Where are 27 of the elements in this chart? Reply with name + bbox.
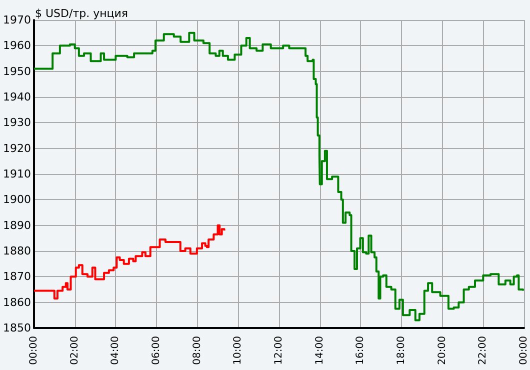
x-tick-label: 02:00 bbox=[69, 336, 80, 365]
y-tick-label: 1860 bbox=[3, 296, 31, 309]
x-tick-label: 08:00 bbox=[192, 336, 203, 365]
x-tick-label: 12:00 bbox=[274, 336, 284, 365]
y-tick-label: 1870 bbox=[3, 270, 31, 284]
x-tick-label: 06:00 bbox=[151, 336, 162, 365]
y-tick-label: 1960 bbox=[3, 39, 31, 52]
y-tick-label: 1900 bbox=[3, 193, 31, 206]
y-tick-label: 1950 bbox=[3, 64, 31, 78]
x-tick-label: 16:00 bbox=[355, 336, 366, 365]
x-tick-label: 18:00 bbox=[396, 336, 407, 365]
x-tick-label: 14:00 bbox=[314, 336, 326, 365]
y-tick-label: 1970 bbox=[3, 14, 31, 26]
x-tick-label: 00:00 bbox=[518, 336, 530, 365]
x-tick-label: 00:00 bbox=[28, 336, 40, 365]
y-tick-label: 1920 bbox=[3, 142, 31, 155]
x-tick-label: 20:00 bbox=[436, 336, 448, 365]
x-tick-label: 10:00 bbox=[232, 336, 244, 365]
x-tick-label: 22:00 bbox=[478, 336, 489, 365]
y-tick-label: 1930 bbox=[3, 116, 31, 130]
y-tick-label: 1910 bbox=[3, 168, 31, 180]
y-tick-label: 1880 bbox=[3, 244, 31, 258]
y-tick-label: 1940 bbox=[3, 90, 31, 104]
y-axis-title: $ USD/тр. унция bbox=[35, 7, 128, 20]
y-tick-label: 1890 bbox=[3, 218, 31, 232]
y-tick-label: 1850 bbox=[3, 322, 31, 334]
x-tick-label: 04:00 bbox=[110, 336, 122, 365]
